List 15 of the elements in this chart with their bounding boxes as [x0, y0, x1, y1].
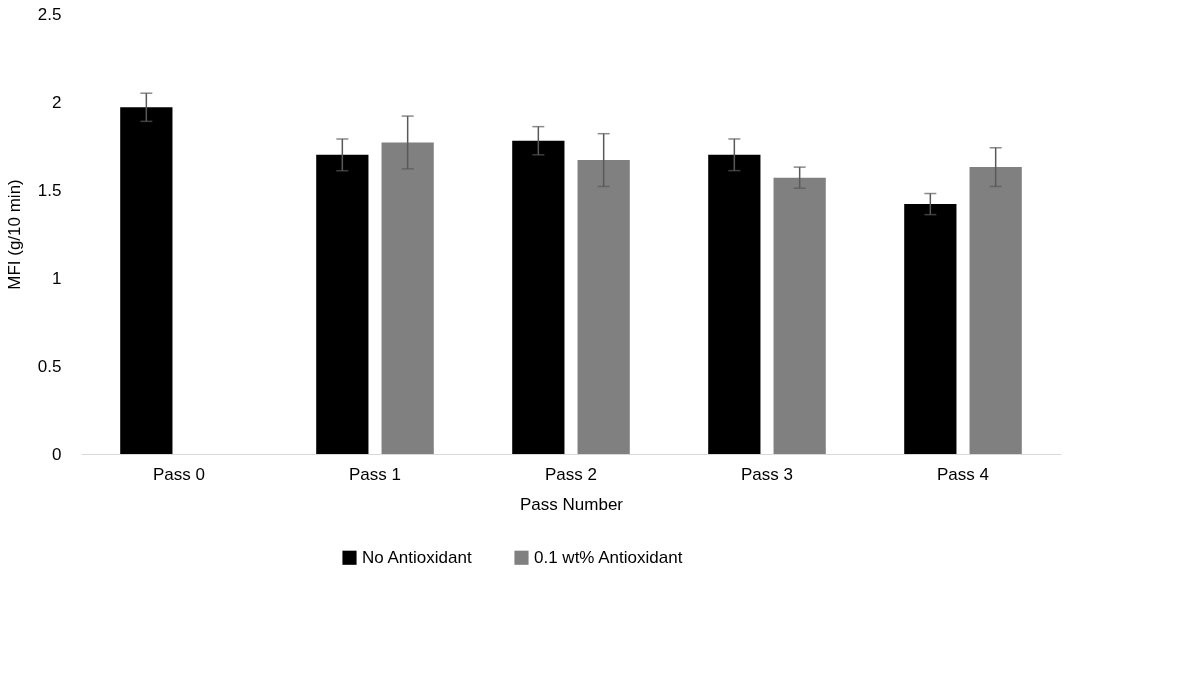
y-tick-label: 1.5	[37, 180, 62, 200]
y-tick-label: 0	[52, 444, 62, 464]
x-tick-label: Pass 3	[741, 464, 793, 484]
x-tick-label: Pass 0	[153, 464, 205, 484]
y-tick-label: 2	[52, 92, 62, 112]
y-tick-label: 1	[52, 268, 62, 288]
y-tick-label: 2.5	[37, 4, 62, 24]
legend-label: No Antioxidant	[362, 547, 472, 567]
x-tick-label: Pass 2	[545, 464, 597, 484]
legend-label: 0.1 wt% Antioxidant	[534, 547, 683, 567]
x-tick-label: Pass 4	[937, 464, 989, 484]
x-axis-title: Pass Number	[520, 494, 624, 514]
x-tick-label: Pass 1	[349, 464, 401, 484]
y-axis-title: MFI (g/10 min)	[4, 179, 24, 290]
y-tick-label: 0.5	[37, 356, 62, 376]
